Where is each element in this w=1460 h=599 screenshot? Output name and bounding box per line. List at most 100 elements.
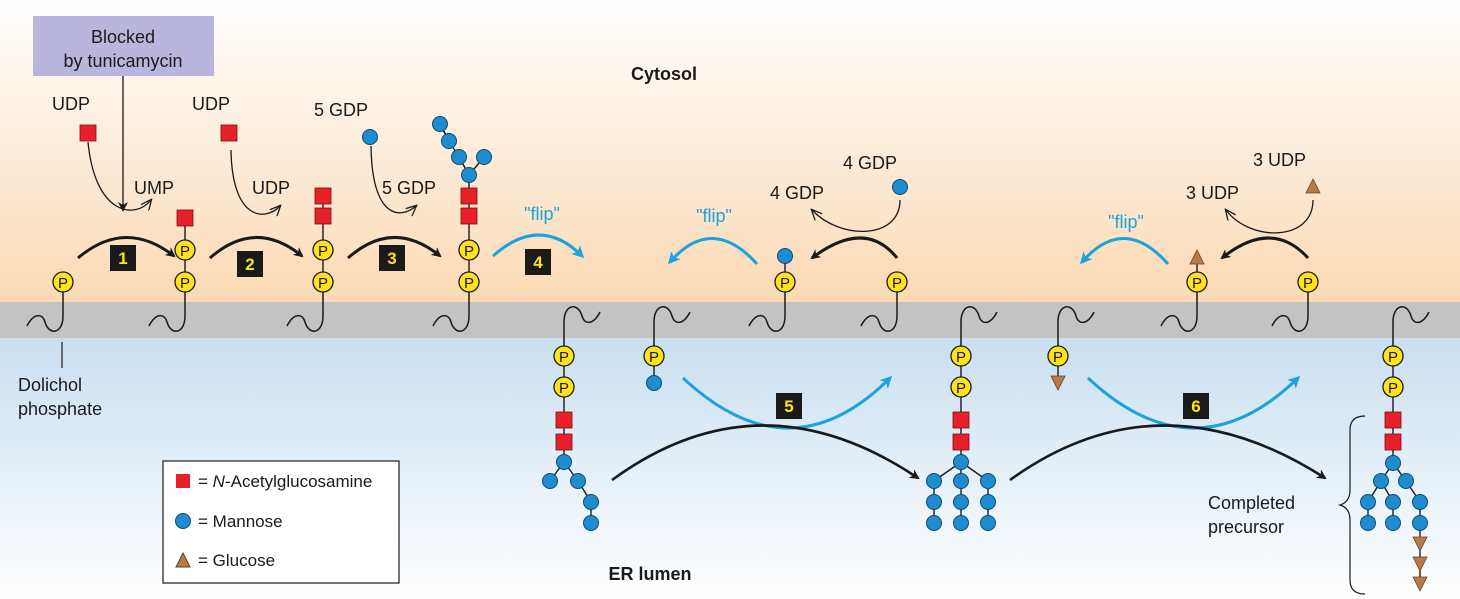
mannose-icon [953, 454, 969, 470]
phosphate-icon [553, 376, 575, 398]
step-6-elongation-arrow [1009, 424, 1327, 482]
glcnac-icon [220, 124, 238, 142]
gdp-transfer-arrow-5 [370, 145, 416, 213]
flip-label-2: "flip" [696, 206, 732, 226]
glcnac-icon [555, 411, 573, 429]
dolichol-tail [1392, 306, 1430, 348]
phosphate-symbol: P [956, 380, 966, 397]
glcnac-icon [460, 207, 478, 225]
mannose-icon [461, 167, 477, 183]
dolichol-pp-glcnac: PP [148, 209, 196, 332]
donor-mannose-5 [362, 129, 378, 145]
mannose-icon [583, 515, 599, 531]
udp-to-ump-arrow [87, 141, 151, 210]
mannose-icon [362, 129, 378, 145]
dolichol-pp-man5-glcnac2: PP [432, 116, 492, 332]
step-5-elongation-arrow [611, 424, 920, 482]
glucose-up-icon [1189, 249, 1205, 265]
dolichol-tail [563, 306, 601, 348]
phosphate-icon [312, 239, 334, 261]
completed-precursor-line1: Completed [1208, 493, 1295, 513]
er-lumen-label: ER lumen [608, 564, 691, 584]
mannose-icon [980, 473, 996, 489]
glcnac-icon [314, 187, 332, 205]
udp-transfer-arrow-2 [230, 149, 280, 214]
udp-byproduct-label-3: 3 UDP [1186, 183, 1239, 203]
phosphate-icon [52, 271, 74, 293]
phosphate-icon [950, 376, 972, 398]
mannose-icon [980, 494, 996, 510]
dolichol-phosphate: P [26, 271, 74, 332]
dolichol-tail [286, 292, 324, 332]
dolichol-phosphate-glucose-acceptor: P [1271, 271, 1319, 332]
dolichol-tail [748, 292, 786, 332]
step-number-4: 4 [533, 253, 543, 272]
phosphate-icon [1382, 345, 1404, 367]
phosphate-icon [1047, 345, 1069, 367]
tunicamycin-label-line1: Blocked [91, 27, 155, 47]
mannose-icon [583, 494, 599, 510]
step-badge-3: 3 [379, 245, 405, 271]
step-number-3: 3 [387, 249, 396, 268]
mannose-icon [953, 494, 969, 510]
phosphate-symbol: P [464, 275, 474, 292]
dolichol-tail [26, 292, 64, 332]
phosphate-icon [1382, 376, 1404, 398]
flip-label-1: "flip" [524, 204, 560, 224]
phosphate-icon [1186, 271, 1208, 293]
legend-item-glcnac: = N-Acetylglucosamine [198, 472, 372, 491]
donor-arrows [87, 141, 1314, 234]
mannose-icon [892, 179, 908, 195]
donor-glcnac-2 [220, 124, 238, 142]
dolichol-tail [960, 306, 998, 348]
gdp-byproduct-label-5: 5 GDP [382, 178, 436, 198]
blue-circle-icon [175, 513, 191, 529]
gdp-byproduct-label-4: 4 GDP [770, 183, 824, 203]
mannose-icon [556, 454, 572, 470]
step-3-arrow [347, 236, 442, 260]
phosphate-icon [950, 345, 972, 367]
step-1-arrow [77, 236, 176, 260]
legend-box [162, 460, 400, 584]
phosphate-symbol: P [780, 275, 790, 292]
dolichol-phosphate-mannose-acceptor: P [860, 271, 908, 332]
donor-glucose-3 [1305, 178, 1321, 194]
flip-arrows [492, 233, 1170, 266]
phosphate-icon [312, 271, 334, 293]
glcnac-icon [1384, 411, 1402, 429]
gdp-donor-label-4: 4 GDP [843, 153, 897, 173]
flip-arrow-glucose [1080, 237, 1170, 265]
phosphate-icon [174, 271, 196, 293]
flip-label-3: "flip" [1108, 212, 1144, 232]
glucose-up-icon [1305, 178, 1321, 194]
cytosol-region [0, 0, 1460, 302]
phosphate-symbol: P [180, 243, 190, 260]
dolichol-tail [653, 306, 691, 348]
glcnac-icon [952, 433, 970, 451]
mannose-icon [476, 149, 492, 165]
phosphate-symbol: P [318, 275, 328, 292]
gdp-transfer-arrow-4 [812, 199, 901, 232]
dolichol-tail [1057, 306, 1095, 348]
mannose-icon [451, 149, 467, 165]
flip-arrow-mannose [668, 237, 759, 266]
phosphate-symbol: P [956, 349, 966, 366]
mannose-icon [953, 473, 969, 489]
mannose-icon [1373, 473, 1389, 489]
phosphate-icon [774, 271, 796, 293]
glcnac-icon [952, 411, 970, 429]
mannose-icon [1385, 494, 1401, 510]
step-2-arrow [209, 236, 304, 260]
lumen-dolichol-p-mannose: P [643, 306, 691, 391]
mannose-icon [926, 473, 942, 489]
mannose-icon [646, 375, 662, 391]
step-badge-6: 6 [1183, 393, 1209, 419]
mannose-icon [1385, 455, 1401, 471]
glcnac-icon [176, 209, 194, 227]
phosphate-symbol: P [1303, 275, 1313, 292]
glucose-down-icon [1050, 375, 1066, 391]
step-badge-5: 5 [776, 393, 802, 419]
udp-transfer-arrow-3 [1226, 199, 1314, 234]
phosphate-icon [643, 345, 665, 367]
